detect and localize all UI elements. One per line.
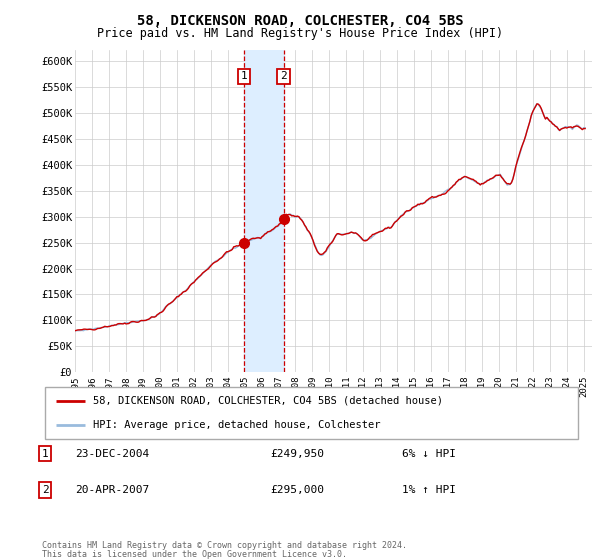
Text: 23-DEC-2004: 23-DEC-2004 xyxy=(75,449,149,459)
Text: £295,000: £295,000 xyxy=(270,485,324,495)
Text: £249,950: £249,950 xyxy=(270,449,324,459)
Text: 20-APR-2007: 20-APR-2007 xyxy=(75,485,149,495)
Text: HPI: Average price, detached house, Colchester: HPI: Average price, detached house, Colc… xyxy=(94,420,381,430)
Text: 58, DICKENSON ROAD, COLCHESTER, CO4 5BS: 58, DICKENSON ROAD, COLCHESTER, CO4 5BS xyxy=(137,14,463,28)
Text: 2: 2 xyxy=(41,485,49,495)
Text: 58, DICKENSON ROAD, COLCHESTER, CO4 5BS (detached house): 58, DICKENSON ROAD, COLCHESTER, CO4 5BS … xyxy=(94,396,443,406)
Text: 1: 1 xyxy=(241,71,248,81)
Text: This data is licensed under the Open Government Licence v3.0.: This data is licensed under the Open Gov… xyxy=(42,550,347,559)
Bar xyxy=(244,50,284,372)
Text: Price paid vs. HM Land Registry's House Price Index (HPI): Price paid vs. HM Land Registry's House … xyxy=(97,27,503,40)
Text: 6% ↓ HPI: 6% ↓ HPI xyxy=(402,449,456,459)
Text: 1: 1 xyxy=(41,449,49,459)
Text: 1% ↑ HPI: 1% ↑ HPI xyxy=(402,485,456,495)
FancyBboxPatch shape xyxy=(45,388,578,438)
Text: 2: 2 xyxy=(280,71,287,81)
Text: Contains HM Land Registry data © Crown copyright and database right 2024.: Contains HM Land Registry data © Crown c… xyxy=(42,542,407,550)
